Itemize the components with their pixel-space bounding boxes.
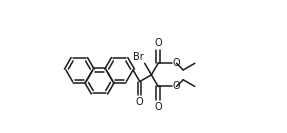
- Text: O: O: [154, 38, 162, 48]
- Text: Br: Br: [133, 52, 144, 62]
- Text: O: O: [172, 81, 180, 91]
- Text: O: O: [136, 97, 144, 107]
- Text: O: O: [172, 58, 180, 68]
- Text: O: O: [154, 102, 162, 112]
